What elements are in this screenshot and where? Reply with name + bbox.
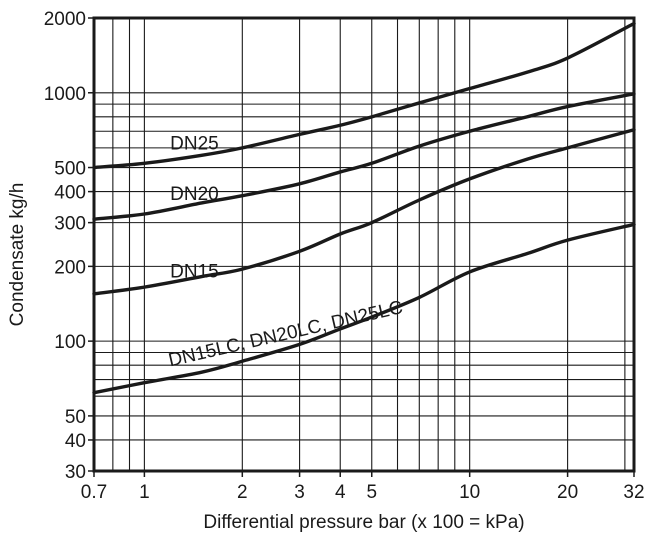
- x-tick-label: 4: [335, 482, 346, 503]
- y-tick-label: 2000: [44, 9, 86, 30]
- plot-frame: [92, 16, 636, 473]
- tick-layer: 0.7 1 2 3 4 5 10 20 32 30 40 50 100 200 300 400 500 1000 2…: [44, 9, 645, 503]
- series-line-3: [92, 128, 636, 296]
- curve-layer: [92, 21, 636, 395]
- y-tick-label: 40: [65, 431, 86, 452]
- x-tick-label: 0.7: [81, 482, 107, 503]
- y-tick-label: 200: [54, 257, 86, 278]
- x-tick-label: 5: [366, 482, 377, 503]
- series-label-4: DN15LC, DN20LC, DN25LC: [167, 297, 405, 371]
- y-tick-label: 30: [65, 462, 86, 483]
- y-tick-label: 50: [65, 407, 86, 428]
- x-tick-label: 10: [459, 482, 480, 503]
- series-line-1: [92, 21, 636, 170]
- x-tick-label: 3: [294, 482, 305, 503]
- x-tick-label: 20: [557, 482, 578, 503]
- x-axis-title: Differential pressure bar (x 100 = kPa): [203, 512, 524, 533]
- x-tick-label: 32: [623, 482, 644, 503]
- series-label-1: DN25: [170, 134, 219, 155]
- series-line-4: [92, 222, 636, 395]
- y-tick-label: 1000: [44, 84, 86, 105]
- y-tick-label: 500: [54, 159, 86, 180]
- y-tick-label: 400: [54, 183, 86, 204]
- series-label-3: DN15: [170, 262, 219, 283]
- series-label-layer: DN25 DN20 DN15 DN15LC, DN20LC, DN25LC: [167, 134, 405, 372]
- series-label-2: DN20: [170, 184, 219, 205]
- series-line-2: [92, 92, 636, 221]
- y-axis-title: Condensate kg/h: [7, 183, 28, 327]
- y-tick-label: 300: [54, 214, 86, 235]
- x-tick-label: 2: [237, 482, 248, 503]
- x-tick-label: 1: [139, 482, 150, 503]
- y-tick-label: 100: [54, 332, 86, 353]
